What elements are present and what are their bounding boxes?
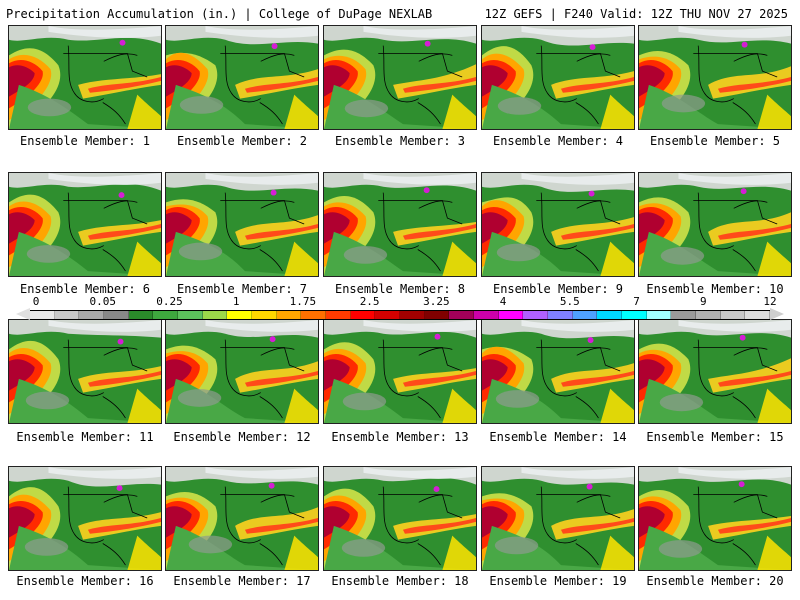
member-map-6[interactable] [8,172,162,277]
member-label: Ensemble Member: 10 [646,282,784,296]
member-map-16[interactable] [8,466,162,571]
colorbar-swatch [178,311,203,319]
colorbar-swatch [745,311,771,319]
colorbar-swatch [720,311,746,319]
colorbar-swatch [474,311,499,319]
colorbar-tick-label: 0.05 [89,295,116,308]
colorbar-swatch [128,311,154,319]
colorbar-swatch [498,311,524,319]
member-map-15[interactable] [638,319,792,424]
colorbar-swatch [671,311,697,319]
member-map-1[interactable] [8,25,162,130]
member-label: Ensemble Member: 4 [492,134,624,148]
precipitation-colorbar: 0 0.05 0.25 1 1.75 2.5 3.25 4 5.5 7 9 12 [8,295,792,320]
member-label: Ensemble Member: 2 [176,134,308,148]
colorbar-swatch [227,311,253,319]
member-label: Ensemble Member: 18 [331,574,469,588]
member-map-11[interactable] [8,319,162,424]
colorbar-swatch [252,311,277,319]
colorbar-swatch [350,311,376,319]
member-label: Ensemble Member: 16 [16,574,154,588]
colorbar-tick-label: 0 [32,295,40,308]
colorbar-tick-label: 4 [499,295,507,308]
colorbar-swatch [276,311,302,319]
member-map-9[interactable] [481,172,635,277]
member-map-4[interactable] [481,25,635,130]
member-label: Ensemble Member: 5 [649,134,781,148]
colorbar-swatch [301,311,327,319]
member-label: Ensemble Member: 1 [19,134,151,148]
member-map-19[interactable] [481,466,635,571]
member-label: Ensemble Member: 13 [331,430,469,444]
colorbar-tick-label: 7 [633,295,640,308]
colorbar-swatch [326,311,351,319]
colorbar-tick-label: 0.25 [156,295,183,308]
colorbar-tick-label: 2.5 [359,295,380,308]
member-label: Ensemble Member: 17 [173,574,311,588]
colorbar-swatch [523,311,549,319]
colorbar-strip [30,310,771,320]
member-label: Ensemble Member: 15 [646,430,784,444]
member-map-2[interactable] [165,25,319,130]
colorbar-swatch [153,311,179,319]
colorbar-swatch [54,311,80,319]
colorbar-tick-label: 1.75 [289,295,317,308]
colorbar-swatch [449,311,475,319]
member-map-10[interactable] [638,172,792,277]
member-map-5[interactable] [638,25,792,130]
colorbar-swatch [400,311,425,319]
colorbar-tick-label: 1 [232,295,240,308]
member-label: Ensemble Member: 20 [646,574,784,588]
colorbar-swatch [202,311,228,319]
member-label: Ensemble Member: 7 [176,282,308,296]
member-map-7[interactable] [165,172,319,277]
member-label: Ensemble Member: 14 [489,430,627,444]
member-label: Ensemble Member: 6 [19,282,151,296]
colorbar-swatch [375,311,401,319]
colorbar-swatch [30,311,55,319]
colorbar-swatch [597,311,623,319]
member-label: Ensemble Member: 19 [489,574,627,588]
member-label: Ensemble Member: 12 [173,430,311,444]
member-map-8[interactable] [323,172,477,277]
map-title: Precipitation Accumulation (in.) | Colle… [6,7,433,21]
colorbar-max-arrow [770,308,784,320]
colorbar-tick-label: 12 [763,295,777,308]
colorbar-swatch [572,311,598,319]
member-map-3[interactable] [323,25,477,130]
colorbar-tick-label: 9 [699,295,707,308]
colorbar-tick-label: 3.25 [423,295,450,308]
member-map-18[interactable] [323,466,477,571]
member-label: Ensemble Member: 9 [492,282,624,296]
member-label: Ensemble Member: 8 [334,282,466,296]
model-run-label: 12Z GEFS | F240 Valid: 12Z THU NOV 27 20… [484,7,788,21]
member-label: Ensemble Member: 3 [334,134,466,148]
member-map-14[interactable] [481,319,635,424]
colorbar-swatch [104,311,129,319]
colorbar-swatch [696,311,721,319]
member-label: Ensemble Member: 11 [16,430,154,444]
colorbar-min-arrow [16,308,30,320]
colorbar-swatch [646,311,672,319]
member-map-17[interactable] [165,466,319,571]
member-map-12[interactable] [165,319,319,424]
colorbar-swatch [79,311,105,319]
member-map-13[interactable] [323,319,477,424]
member-map-20[interactable] [638,466,792,571]
colorbar-swatch [548,311,573,319]
colorbar-tick-label: 5.5 [559,295,580,308]
colorbar-swatch [424,311,450,319]
colorbar-swatch [622,311,647,319]
